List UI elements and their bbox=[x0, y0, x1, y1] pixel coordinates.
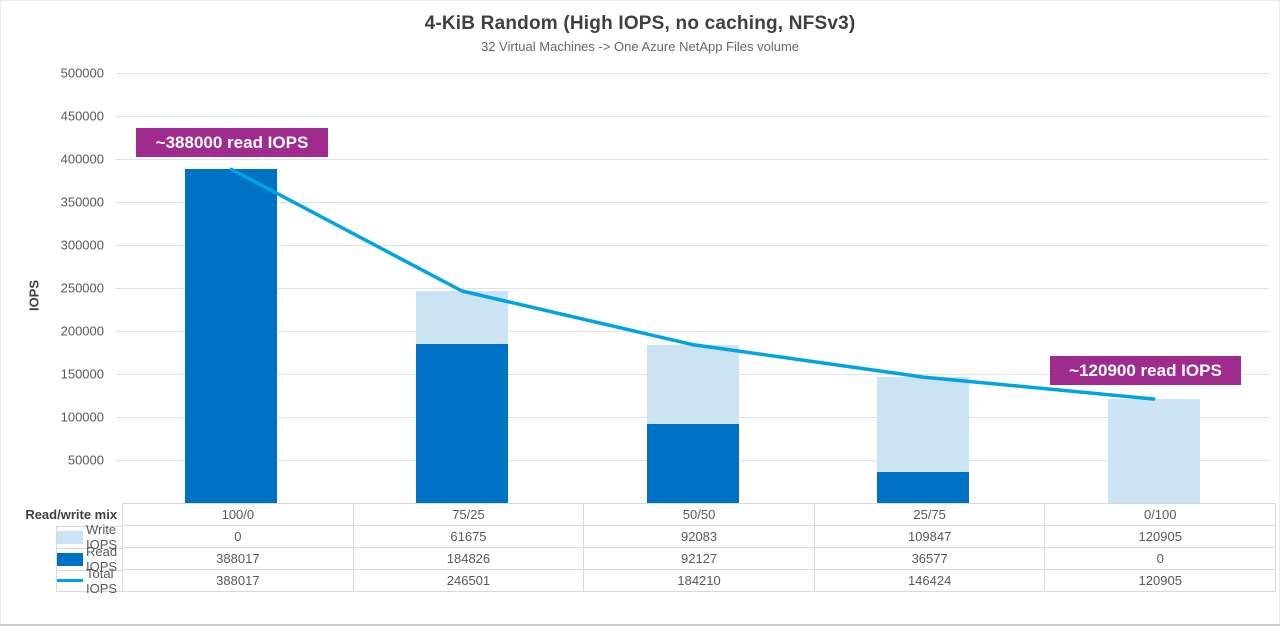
table-row-read-iops-header: Read IOPS bbox=[1, 544, 124, 574]
y-tick-label: 100000 bbox=[60, 409, 104, 425]
table-cell: 120905 bbox=[1044, 569, 1277, 592]
y-tick-label: 150000 bbox=[60, 366, 104, 382]
table-row-write-iops-header: Write IOPS bbox=[1, 522, 124, 552]
annotation-low-read-iops: ~120900 read IOPS bbox=[1050, 356, 1241, 385]
table-cell: 109847 bbox=[813, 525, 1046, 548]
data-table: Read/write mix 100/0 75/25 50/50 25/75 0/100 W… bbox=[1, 503, 1277, 596]
legend-swatch-total-iops bbox=[57, 579, 83, 582]
table-cell: 100/0 bbox=[122, 503, 354, 526]
y-tick-label: 500000 bbox=[60, 65, 104, 81]
legend-swatch-write-iops bbox=[57, 530, 83, 544]
table-row-total-iops: Total IOPS 388017 246501 184210 146424 120905 bbox=[1, 566, 1277, 596]
category-axis-label: Read/write mix bbox=[25, 507, 118, 522]
bar-segment-read-iops bbox=[646, 423, 739, 503]
gridline bbox=[116, 116, 1269, 117]
table-cell: 75/25 bbox=[352, 503, 585, 526]
y-axis-title: IOPS bbox=[26, 279, 42, 312]
table-cell: 25/75 bbox=[813, 503, 1046, 526]
y-tick-label: 250000 bbox=[60, 280, 104, 296]
y-tick-label: 400000 bbox=[60, 151, 104, 167]
bar-segment-read-iops bbox=[877, 471, 970, 503]
annotation-high-read-iops: ~388000 read IOPS bbox=[136, 128, 328, 157]
table-cell: 50/50 bbox=[583, 503, 815, 526]
y-tick-label: 50000 bbox=[67, 452, 104, 468]
y-tick-label: 200000 bbox=[60, 323, 104, 339]
table-cell: 0 bbox=[122, 525, 354, 548]
table-cell: 388017 bbox=[122, 547, 354, 570]
table-row-write-iops: Write IOPS 0 61675 92083 109847 120905 bbox=[1, 522, 1277, 552]
y-tick-label: 450000 bbox=[60, 108, 104, 124]
table-cell: 0/100 bbox=[1044, 503, 1277, 526]
table-cell: 0 bbox=[1044, 547, 1277, 570]
bar-segment-write-iops bbox=[646, 344, 739, 424]
table-row-read-write-mix: Read/write mix 100/0 75/25 50/50 25/75 0/100 bbox=[1, 503, 1277, 526]
table-cell: 388017 bbox=[122, 569, 354, 592]
table-cell: 120905 bbox=[1044, 525, 1277, 548]
legend-label: Write IOPS bbox=[86, 522, 118, 552]
legend-label: Total IOPS bbox=[86, 565, 118, 596]
bar-segment-write-iops bbox=[415, 291, 508, 345]
legend-label: Read IOPS bbox=[86, 544, 118, 574]
y-tick-label: 350000 bbox=[60, 194, 104, 210]
gridline bbox=[116, 288, 1269, 289]
chart-subtitle: 32 Virtual Machines -> One Azure NetApp … bbox=[480, 39, 800, 54]
table-row-read-write-mix-header: Read/write mix bbox=[1, 503, 124, 526]
gridline bbox=[116, 159, 1269, 160]
table-cell: 92127 bbox=[583, 547, 815, 570]
table-cell: 61675 bbox=[352, 525, 585, 548]
table-cell: 146424 bbox=[813, 569, 1046, 592]
gridline bbox=[116, 73, 1269, 74]
table-cell: 92083 bbox=[583, 525, 815, 548]
gridline bbox=[116, 245, 1269, 246]
table-cell: 246501 bbox=[352, 569, 585, 592]
table-cell: 36577 bbox=[813, 547, 1046, 570]
gridline bbox=[116, 331, 1269, 332]
legend-swatch-read-iops bbox=[57, 552, 83, 566]
bar-segment-write-iops bbox=[877, 377, 970, 472]
bar-segment-read-iops bbox=[415, 344, 508, 503]
chart-title: 4-KiB Random (High IOPS, no caching, NFS… bbox=[424, 13, 856, 34]
gridline bbox=[116, 202, 1269, 203]
table-cell: 184210 bbox=[583, 569, 815, 592]
y-tick-label: 300000 bbox=[60, 237, 104, 253]
table-row-read-iops: Read IOPS 388017 184826 92127 36577 0 bbox=[1, 544, 1277, 574]
bar-segment-read-iops bbox=[185, 169, 278, 503]
table-row-total-iops-header: Total IOPS bbox=[1, 566, 124, 596]
table-cell: 184826 bbox=[352, 547, 585, 570]
bar-segment-write-iops bbox=[1107, 399, 1200, 503]
